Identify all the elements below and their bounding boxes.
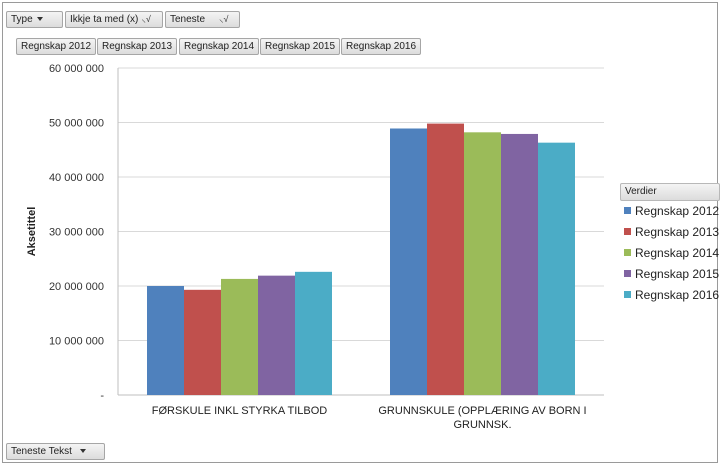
legend-title[interactable]: Verdier xyxy=(620,183,720,201)
series-button-label: Regnskap 2014 xyxy=(184,41,255,52)
legend-item: Regnskap 2013 xyxy=(624,225,719,239)
y-tick-label: 60 000 000 xyxy=(49,63,104,75)
bar xyxy=(427,123,464,395)
series-button-2012[interactable]: Regnskap 2012 xyxy=(16,38,96,55)
chart-frame xyxy=(2,2,718,463)
bar xyxy=(464,132,501,395)
filter-icon: ⸜√ xyxy=(219,14,229,24)
x-tick-label: GRUNNSK. xyxy=(453,419,511,431)
y-tick-label: 40 000 000 xyxy=(49,172,104,184)
legend-label: Regnskap 2015 xyxy=(635,267,720,281)
legend-item: Regnskap 2016 xyxy=(624,288,719,302)
legend-item: Regnskap 2015 xyxy=(624,267,719,281)
axis-field-label: Teneste Tekst xyxy=(11,446,72,457)
teneste-filter-button[interactable]: Teneste ⸜√ xyxy=(165,11,240,28)
legend-swatch xyxy=(624,207,631,214)
y-tick-label: - xyxy=(100,390,104,402)
bar xyxy=(295,271,332,395)
series-button-label: Regnskap 2015 xyxy=(265,41,336,52)
bar xyxy=(221,278,258,395)
legend-title-label: Verdier xyxy=(625,186,657,197)
bar xyxy=(538,142,575,395)
series-button-label: Regnskap 2012 xyxy=(21,41,92,52)
legend-swatch xyxy=(624,228,631,235)
y-tick-label: 10 000 000 xyxy=(49,336,104,348)
series-button-2015[interactable]: Regnskap 2015 xyxy=(260,38,340,55)
series-button-label: Regnskap 2013 xyxy=(102,41,173,52)
bar xyxy=(390,128,427,395)
filter-icon: ⸜√ xyxy=(141,14,151,24)
series-button-2013[interactable]: Regnskap 2013 xyxy=(97,38,177,55)
type-filter-button[interactable]: Type xyxy=(6,11,63,28)
bar xyxy=(147,286,184,395)
dropdown-arrow-icon xyxy=(36,17,43,22)
y-tick-label: 30 000 000 xyxy=(49,227,104,239)
x-tick-label: GRUNNSKULE (OPPLÆRING AV BORN I xyxy=(378,405,586,417)
axis-field-button[interactable]: Teneste Tekst xyxy=(6,443,105,460)
legend-swatch xyxy=(624,270,631,277)
bar xyxy=(258,275,295,395)
legend-label: Regnskap 2012 xyxy=(635,204,720,218)
legend-label: Regnskap 2013 xyxy=(635,225,720,239)
x-tick-label: FØRSKULE INKL STYRKA TILBOD xyxy=(152,405,327,417)
teneste-filter-label: Teneste xyxy=(170,14,206,25)
y-tick-label: 50 000 000 xyxy=(49,118,104,130)
type-filter-label: Type xyxy=(11,14,33,25)
legend-swatch xyxy=(624,291,631,298)
ikkje-filter-label: Ikkje ta med (x) xyxy=(70,14,139,25)
series-button-2016[interactable]: Regnskap 2016 xyxy=(341,38,421,55)
legend-item: Regnskap 2014 xyxy=(624,246,719,260)
bar xyxy=(501,133,538,395)
series-button-label: Regnskap 2016 xyxy=(346,41,417,52)
bar xyxy=(184,289,221,395)
series-button-2014[interactable]: Regnskap 2014 xyxy=(179,38,259,55)
dropdown-arrow-icon xyxy=(79,449,86,454)
legend-swatch xyxy=(624,249,631,256)
y-axis-label: Aksetittel xyxy=(26,207,38,257)
y-tick-label: 20 000 000 xyxy=(49,281,104,293)
legend-label: Regnskap 2014 xyxy=(635,246,720,260)
legend-label: Regnskap 2016 xyxy=(635,288,720,302)
ikkje-ta-med-filter-button[interactable]: Ikkje ta med (x) ⸜√ xyxy=(65,11,163,28)
legend-item: Regnskap 2012 xyxy=(624,204,719,218)
